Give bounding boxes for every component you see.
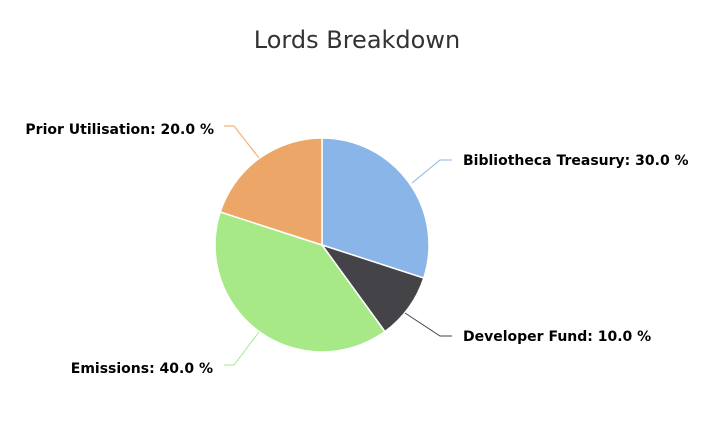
connectors-layer xyxy=(224,125,452,366)
connector-developer-fund xyxy=(404,312,452,337)
pie-slice-emissions[interactable] xyxy=(214,211,386,353)
connector-bibliotheca-treasury xyxy=(411,159,452,184)
connector-emissions xyxy=(224,331,260,366)
slice-label-emissions: Emissions: 40.0 % xyxy=(71,361,213,377)
chart-title: Lords Breakdown xyxy=(254,26,460,54)
pie-slice-bibliotheca-treasury[interactable] xyxy=(321,137,430,279)
slice-label-bibliotheca-treasury: Bibliotheca Treasury: 30.0 % xyxy=(463,153,689,169)
pie-slice-prior-utilisation[interactable] xyxy=(219,137,323,246)
connector-prior-utilisation xyxy=(224,125,260,159)
slice-label-prior-utilisation: Prior Utilisation: 20.0 % xyxy=(25,122,214,138)
slices-layer xyxy=(214,137,430,353)
labels-layer: Bibliotheca Treasury: 30.0 % Developer Fu… xyxy=(25,122,688,377)
slice-label-developer-fund: Developer Fund: 10.0 % xyxy=(463,329,651,345)
